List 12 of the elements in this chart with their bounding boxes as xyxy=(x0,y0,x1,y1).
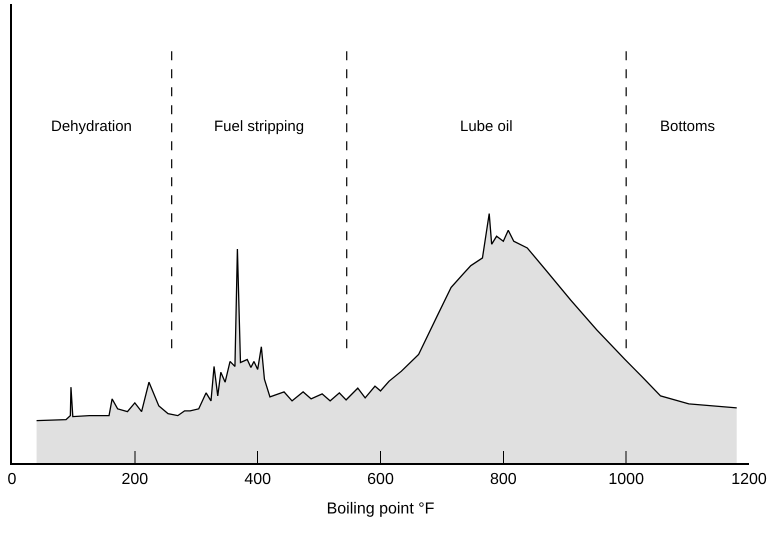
x-tick-label: 400 xyxy=(244,471,272,488)
text: Fuel stripping xyxy=(214,118,304,135)
text: Dehydration xyxy=(51,118,132,135)
x-tick-label: 600 xyxy=(367,471,394,488)
text: Bottoms xyxy=(660,118,716,135)
x-tick-label: 200 xyxy=(121,471,148,488)
x-tick-label: 0 xyxy=(8,471,17,488)
text: Lube oil xyxy=(460,118,513,135)
x-tick-label: 800 xyxy=(490,471,517,488)
x-axis-title: Boiling point °F xyxy=(326,500,435,518)
x-tick-label: 1200 xyxy=(731,471,767,488)
x-tick-label: 1000 xyxy=(608,471,644,488)
